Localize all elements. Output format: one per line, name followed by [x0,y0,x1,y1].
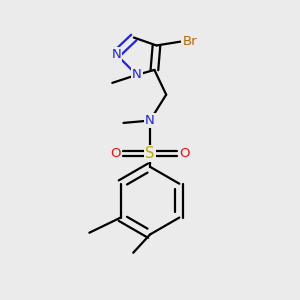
Text: S: S [145,146,155,161]
Text: Br: Br [182,34,197,48]
Text: N: N [111,48,121,61]
Text: N: N [132,68,142,81]
Text: O: O [179,147,190,160]
Text: O: O [110,147,121,160]
Text: N: N [145,114,155,127]
